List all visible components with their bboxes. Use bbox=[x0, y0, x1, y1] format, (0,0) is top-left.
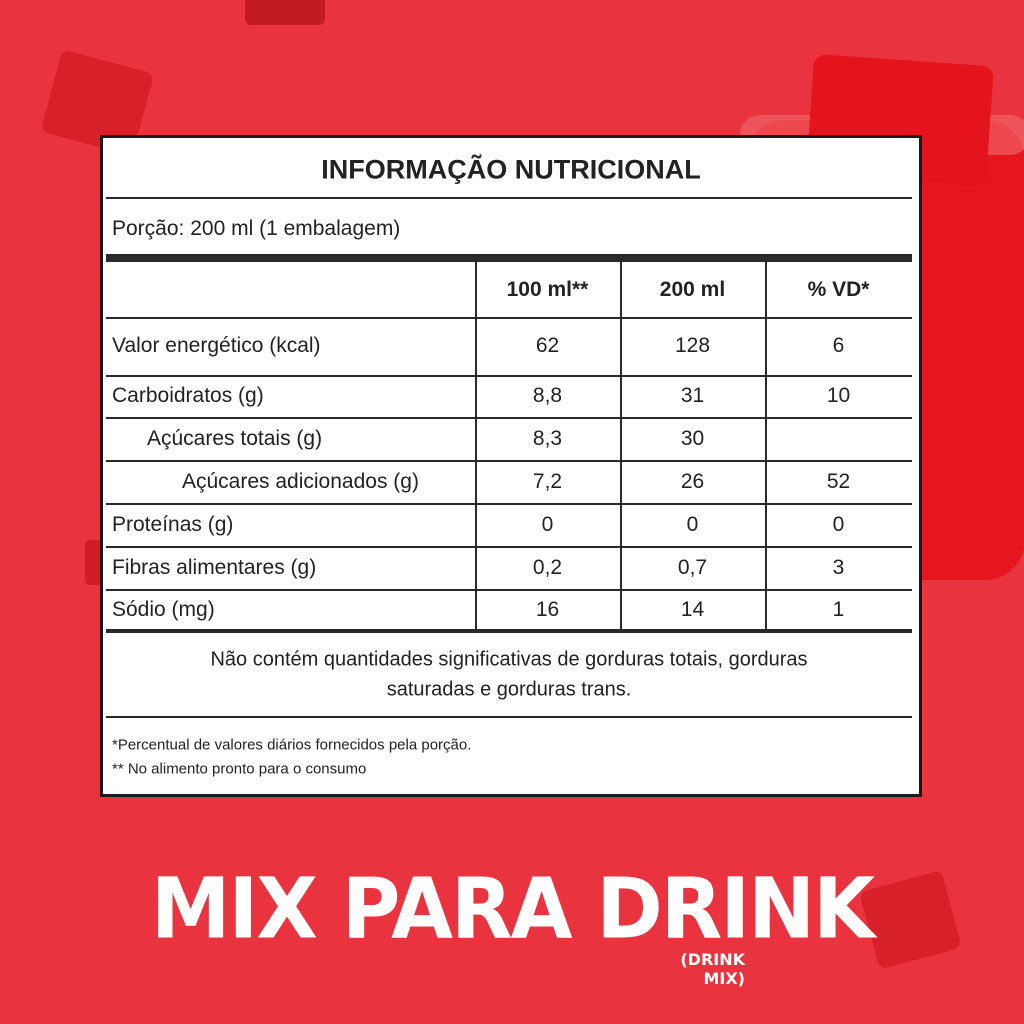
cell-value: 0,7 bbox=[677, 555, 708, 579]
brand-title: MIX PARA DRINK bbox=[150, 859, 875, 958]
cell-value: 6 bbox=[832, 334, 845, 357]
rule bbox=[106, 254, 912, 262]
cell-value: 1 bbox=[832, 598, 845, 621]
column-rule bbox=[765, 262, 767, 631]
footnote: *Percentual de valores diários fornecido… bbox=[112, 736, 472, 754]
column-header: 100 ml** bbox=[506, 277, 589, 301]
table-title: INFORMAÇÃO NUTRICIONAL bbox=[321, 154, 701, 185]
cell-value: 30 bbox=[680, 426, 705, 450]
cube bbox=[860, 872, 961, 968]
note: saturadas e gorduras trans. bbox=[386, 678, 632, 701]
footnote: ** No alimento pronto para o consumo bbox=[112, 760, 367, 778]
column-header: 200 ml bbox=[659, 277, 726, 301]
rule bbox=[106, 629, 912, 633]
row-label: Proteínas (g) bbox=[112, 512, 234, 536]
cell-value: 128 bbox=[674, 334, 711, 357]
cell-value: 10 bbox=[826, 384, 851, 407]
cell-value: 0 bbox=[686, 512, 699, 536]
cell-value: 16 bbox=[535, 598, 560, 621]
row-label: Sódio (mg) bbox=[112, 598, 215, 621]
column-rule bbox=[620, 262, 622, 631]
cell-value: 0,2 bbox=[532, 555, 563, 579]
cell-value: 0 bbox=[832, 512, 845, 536]
cell-value: 26 bbox=[680, 469, 705, 493]
portion: Porção: 200 ml (1 embalagem) bbox=[112, 217, 401, 240]
cell-value: 3 bbox=[832, 555, 845, 579]
rule bbox=[106, 375, 912, 377]
brand-subtitle: (DRINK MIX) bbox=[680, 950, 745, 988]
rule bbox=[106, 503, 912, 505]
rule bbox=[106, 417, 912, 419]
row-label: Fibras alimentares (g) bbox=[112, 555, 317, 579]
cell-value: 62 bbox=[535, 334, 560, 357]
rule bbox=[106, 589, 912, 591]
cell-value: 0 bbox=[541, 512, 554, 536]
row-label: Açúcares adicionados (g) bbox=[182, 469, 419, 493]
cube bbox=[42, 51, 153, 155]
rule bbox=[106, 460, 912, 462]
rule bbox=[106, 197, 912, 199]
row-label: Açúcares totais (g) bbox=[147, 426, 323, 450]
cell-value: 8,8 bbox=[532, 384, 563, 407]
cell-value: 52 bbox=[826, 469, 851, 493]
rule bbox=[106, 716, 912, 718]
nutrition-table: INFORMAÇÃO NUTRICIONAL Porção: 200 ml (1… bbox=[100, 135, 922, 797]
row-label: Carboidratos (g) bbox=[112, 384, 264, 407]
column-rule bbox=[475, 262, 477, 631]
note: Não contém quantidades significativas de… bbox=[210, 648, 808, 671]
cell-value: 8,3 bbox=[532, 426, 563, 450]
cell-value: 7,2 bbox=[532, 469, 563, 493]
rule bbox=[106, 546, 912, 548]
cell-value: 14 bbox=[680, 598, 705, 621]
cell-value: 31 bbox=[680, 384, 705, 407]
row-label: Valor energético (kcal) bbox=[112, 334, 321, 357]
rule bbox=[106, 317, 912, 319]
column-header: % VD* bbox=[807, 277, 870, 301]
cube bbox=[245, 0, 325, 25]
